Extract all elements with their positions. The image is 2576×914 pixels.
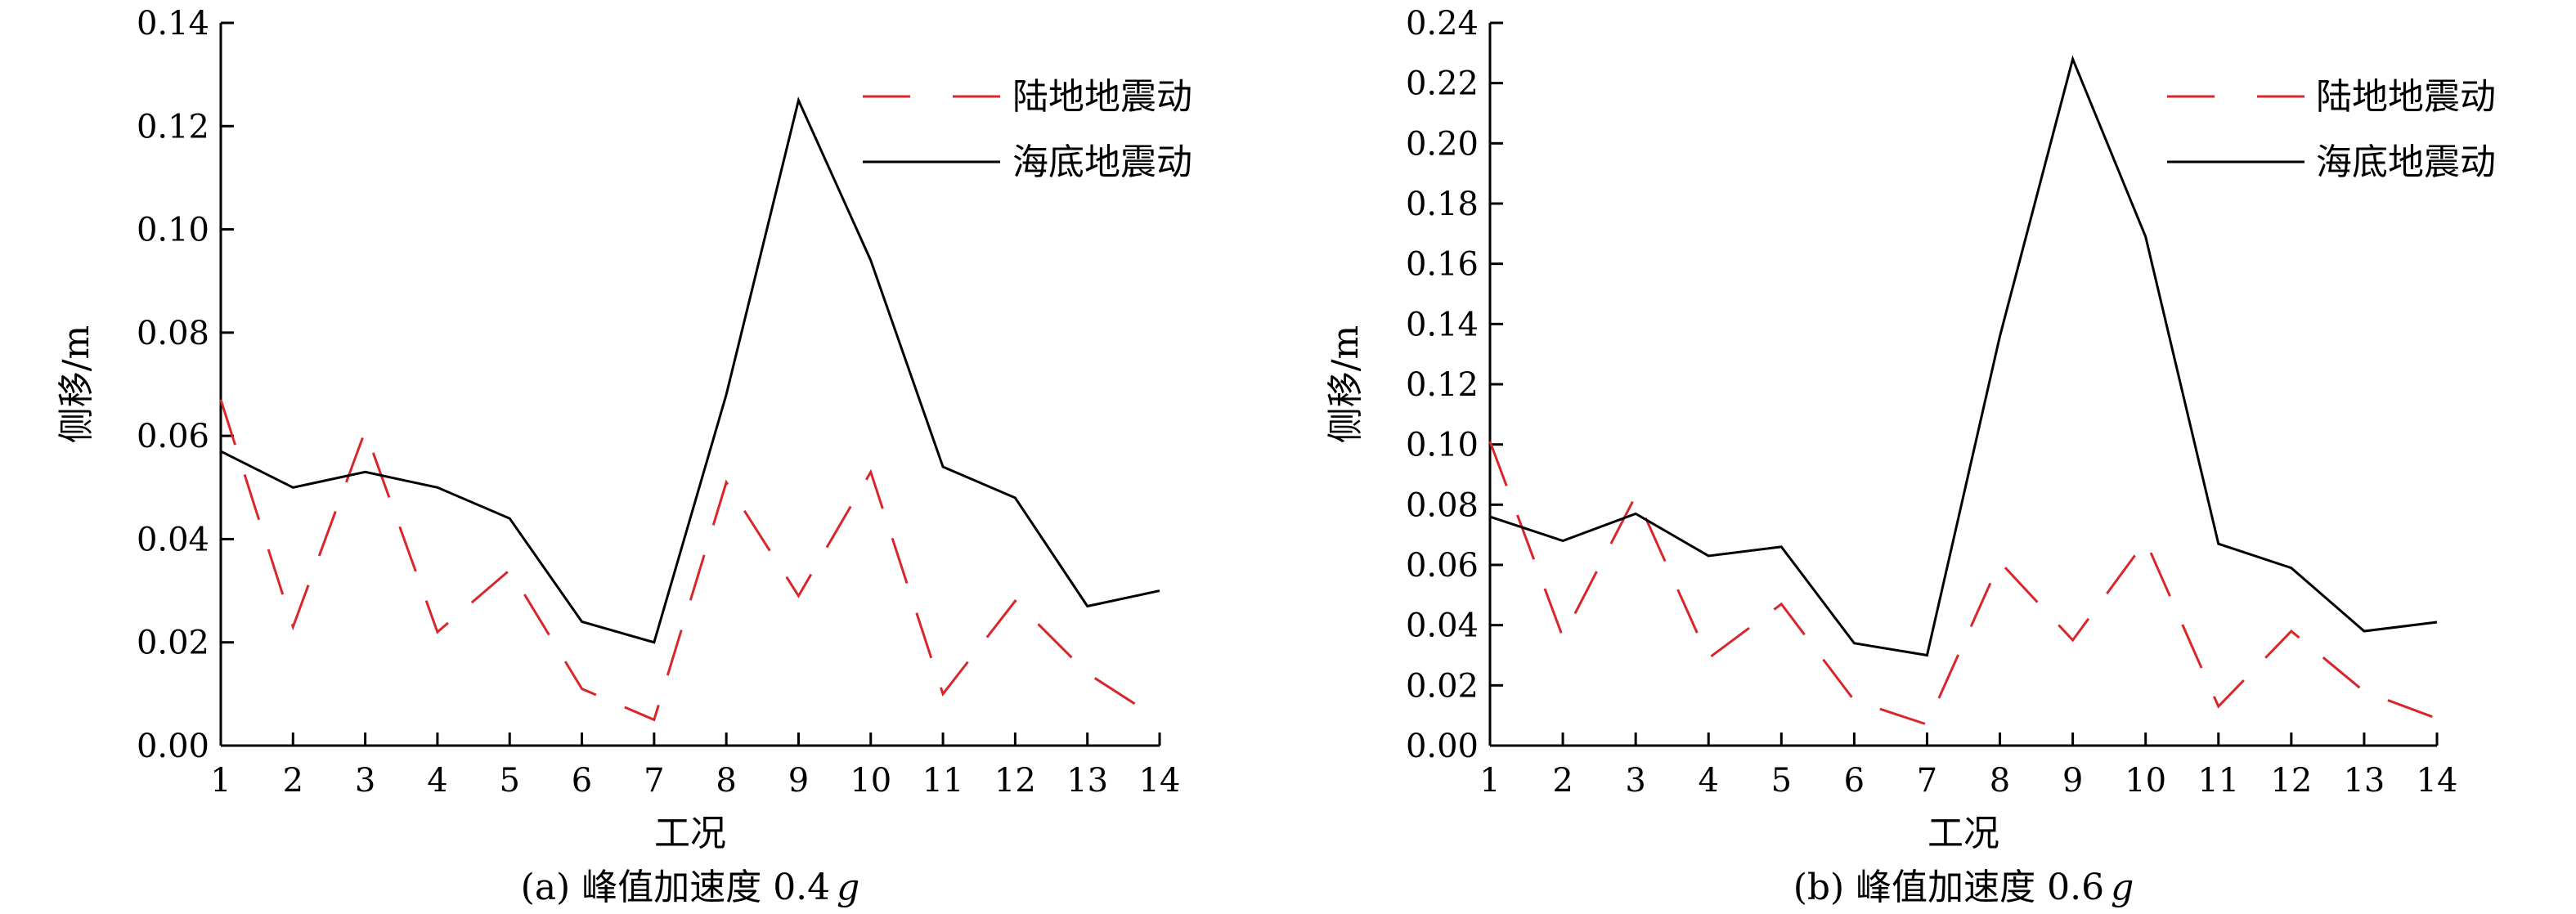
y-tick-label: 0.08 (137, 315, 209, 352)
y-tick-label: 0.00 (137, 728, 209, 765)
x-axis-label: 工况 (654, 813, 726, 854)
x-tick-label: 7 (1917, 762, 1937, 800)
x-tick-label: 13 (1066, 762, 1108, 800)
y-tick-label: 0.02 (137, 625, 209, 662)
y-tick-label: 0.20 (1406, 125, 1479, 163)
x-axis-label: 工况 (1928, 813, 1999, 854)
x-tick-label: 3 (355, 762, 375, 800)
y-tick-label: 0.24 (1406, 5, 1479, 43)
y-tick-label: 0.12 (1406, 366, 1479, 404)
series-line-land (221, 400, 1160, 719)
x-tick-label: 11 (2197, 762, 2239, 800)
x-tick-label: 14 (2417, 762, 2458, 800)
y-tick-label: 0.16 (1406, 246, 1479, 284)
y-tick-label: 0.12 (137, 108, 209, 146)
legend-label: 海底地震动 (1012, 141, 1192, 183)
y-tick-label: 0.02 (1406, 667, 1479, 705)
series-line-seabed (1490, 59, 2437, 655)
x-tick-label: 1 (1479, 762, 1500, 800)
x-tick-label: 2 (1552, 762, 1573, 800)
x-tick-label: 10 (2125, 762, 2166, 800)
legend-label: 陆地地震动 (1012, 76, 1192, 118)
y-tick-label: 0.10 (137, 212, 209, 249)
caption-unit: g (2111, 867, 2134, 908)
x-tick-label: 5 (500, 762, 520, 800)
legend-label: 陆地地震动 (2316, 76, 2496, 118)
y-tick-label: 0.14 (1406, 306, 1479, 343)
legend-label: 海底地震动 (2316, 141, 2496, 183)
x-tick-label: 11 (922, 762, 964, 800)
x-tick-label: 6 (1844, 762, 1865, 800)
y-tick-label: 0.06 (1406, 547, 1479, 585)
panel-caption: (a) 峰值加速度 0.4 g (521, 867, 860, 908)
panel-b: 0.00 0.02 0.04 0.06 0.08 0.10 0.12 0.14 0.16 0.18… (1325, 5, 2496, 908)
y-tick-label: 0.04 (137, 521, 209, 558)
x-tick-label: 5 (1771, 762, 1792, 800)
y-tick-label: 0.04 (1406, 607, 1479, 645)
y-axis-label: 侧移/m (1325, 325, 1367, 444)
y-tick-label: 0.18 (1406, 186, 1479, 223)
x-tick-label: 8 (716, 762, 736, 800)
y-axis-label: 侧移/m (56, 325, 97, 444)
y-tick-label: 0.06 (137, 418, 209, 455)
y-tick-label: 0.00 (1406, 728, 1479, 765)
x-tick-label: 14 (1139, 762, 1181, 800)
caption-text: (b) 峰值加速度 0.6 (1793, 867, 2104, 908)
x-tick-label: 12 (994, 762, 1036, 800)
caption-text: (a) 峰值加速度 0.4 (521, 867, 831, 908)
series-line-land (1490, 441, 2437, 724)
panel-a: 0.000.020.040.060.080.100.120.141 2 3 4 5 6 7 8… (56, 5, 1192, 908)
x-tick-label: 3 (1625, 762, 1645, 800)
x-tick-label: 2 (283, 762, 303, 800)
x-tick-label: 9 (2062, 762, 2083, 800)
panel-caption: (b) 峰值加速度 0.6 g (1793, 867, 2134, 908)
x-tick-label: 7 (644, 762, 664, 800)
caption-unit: g (837, 867, 859, 908)
y-tick-label: 0.22 (1406, 65, 1479, 103)
x-tick-label: 6 (572, 762, 592, 800)
y-tick-label: 0.10 (1406, 427, 1479, 464)
x-tick-label: 13 (2343, 762, 2385, 800)
x-tick-label: 4 (427, 762, 447, 800)
x-tick-label: 10 (850, 762, 891, 800)
y-tick-label: 0.08 (1406, 486, 1479, 524)
x-tick-label: 1 (210, 762, 231, 800)
x-tick-label: 9 (788, 762, 809, 800)
x-tick-label: 12 (2270, 762, 2312, 800)
x-tick-label: 8 (1990, 762, 2010, 800)
y-tick-label: 0.14 (137, 5, 209, 43)
x-tick-label: 4 (1699, 762, 1719, 800)
